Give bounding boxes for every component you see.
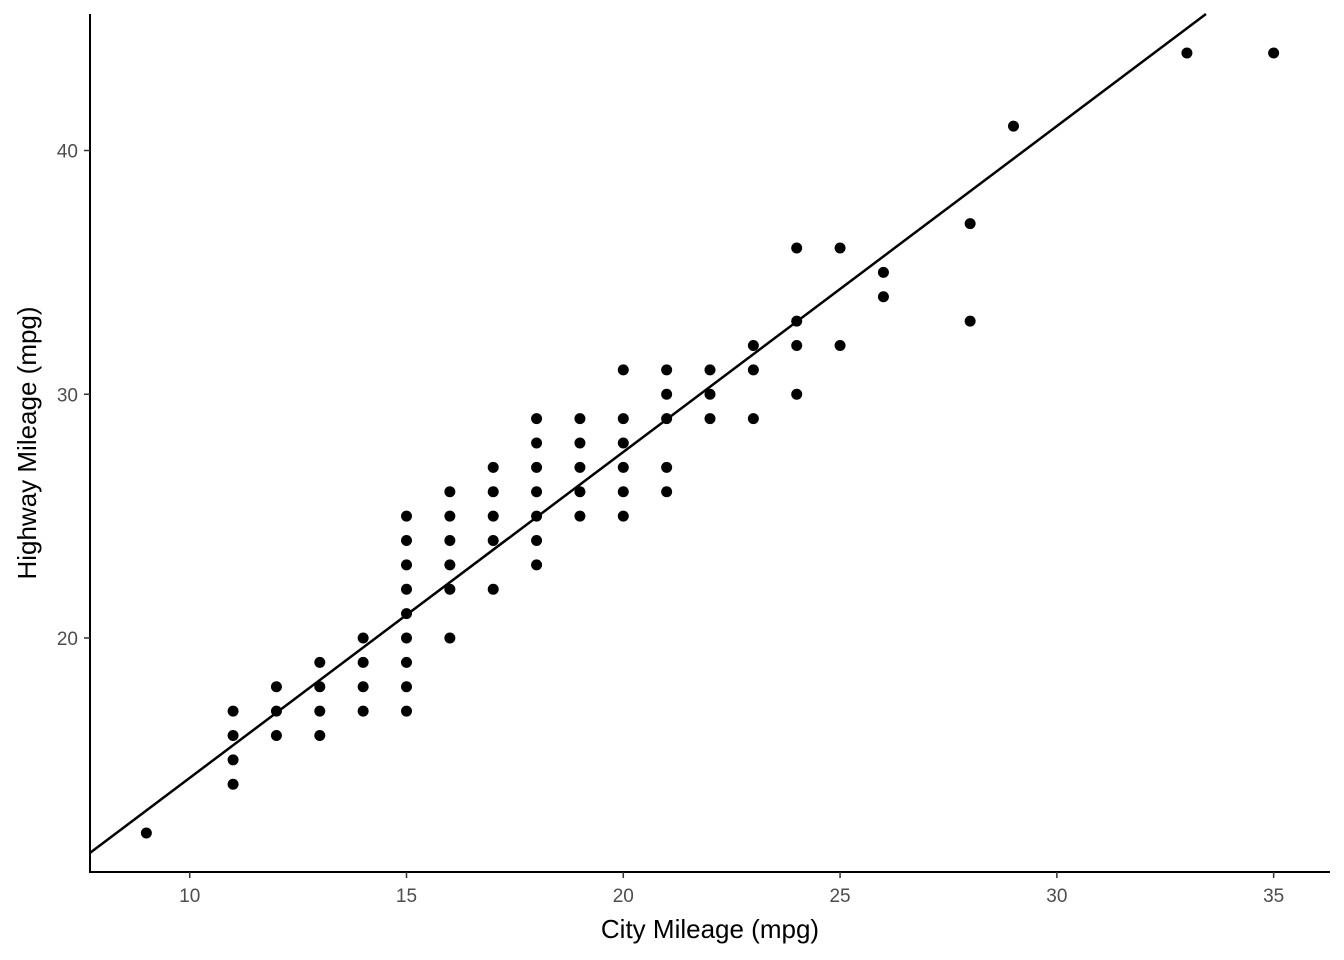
fit-line-layer [89, 13, 1207, 854]
x-tick-label: 15 [396, 886, 417, 907]
data-point [444, 486, 456, 498]
data-point [227, 730, 239, 741]
data-point [617, 461, 629, 473]
data-point [227, 778, 239, 790]
data-point [531, 437, 543, 449]
x-tick-label: 25 [829, 886, 850, 907]
data-point [357, 681, 369, 693]
data-point [1181, 47, 1193, 59]
data-point [531, 535, 543, 546]
data-point [357, 705, 369, 717]
data-point [617, 437, 629, 449]
data-point [791, 340, 803, 351]
regression-line [89, 13, 1207, 854]
data-point [531, 486, 543, 498]
data-point [531, 413, 543, 425]
x-axis-title: City Mileage (mpg) [601, 914, 819, 944]
data-point [227, 754, 239, 766]
data-point [487, 461, 499, 473]
x-tick-label: 35 [1263, 886, 1284, 907]
data-point [531, 461, 543, 473]
data-point [444, 559, 456, 571]
data-point [314, 681, 326, 693]
data-point [357, 632, 369, 644]
data-point [487, 486, 499, 498]
data-point [661, 388, 673, 400]
data-point [227, 705, 239, 717]
data-point [661, 364, 673, 376]
data-point [140, 827, 152, 839]
data-point [487, 583, 499, 595]
x-tick-label: 20 [613, 886, 634, 907]
y-tick-label: 30 [57, 385, 78, 406]
data-point [661, 486, 673, 498]
y-tick-label: 20 [57, 629, 78, 650]
data-point [834, 340, 846, 351]
data-point [401, 656, 412, 668]
data-point [487, 535, 499, 546]
x-tick-label: 10 [179, 886, 200, 907]
data-point [964, 218, 976, 230]
data-point [314, 656, 326, 668]
data-point [314, 705, 326, 717]
data-point [704, 364, 716, 376]
data-point [357, 656, 369, 668]
data-point [617, 364, 629, 376]
data-point [444, 583, 456, 595]
data-point [487, 510, 499, 522]
data-point [877, 291, 889, 303]
y-axis-title: Highway Mileage (mpg) [12, 306, 42, 579]
data-point [661, 461, 673, 473]
data-point [401, 583, 412, 595]
data-point [704, 413, 716, 425]
data-point [444, 510, 456, 522]
data-point [747, 413, 759, 425]
data-point [791, 388, 803, 400]
data-point [444, 632, 456, 644]
data-point [401, 705, 412, 717]
data-point [574, 413, 586, 425]
data-point [964, 315, 976, 327]
data-point [270, 681, 282, 693]
data-point [617, 413, 629, 425]
data-point [877, 266, 889, 278]
data-point [617, 486, 629, 498]
data-point [747, 364, 759, 376]
data-point [574, 437, 586, 449]
data-point [401, 510, 412, 522]
data-point [574, 461, 586, 473]
points-layer [140, 47, 1280, 839]
data-point [401, 535, 412, 546]
data-point [574, 486, 586, 498]
data-point [531, 559, 543, 571]
data-point [1008, 120, 1019, 132]
data-point [747, 340, 759, 351]
y-tick-label: 40 [57, 142, 78, 163]
x-tick-label: 30 [1046, 886, 1067, 907]
data-point [444, 535, 456, 546]
data-point [617, 510, 629, 522]
data-point [270, 730, 282, 741]
axes-layer: 10 15 20 25 30 35 20 30 40 [57, 14, 1330, 907]
data-point [791, 242, 803, 254]
data-point [401, 559, 412, 571]
data-point [704, 388, 716, 400]
data-point [401, 632, 412, 644]
data-point [401, 681, 412, 693]
data-point [834, 242, 846, 254]
data-point [574, 510, 586, 522]
data-point [1268, 47, 1280, 59]
data-point [314, 730, 326, 741]
